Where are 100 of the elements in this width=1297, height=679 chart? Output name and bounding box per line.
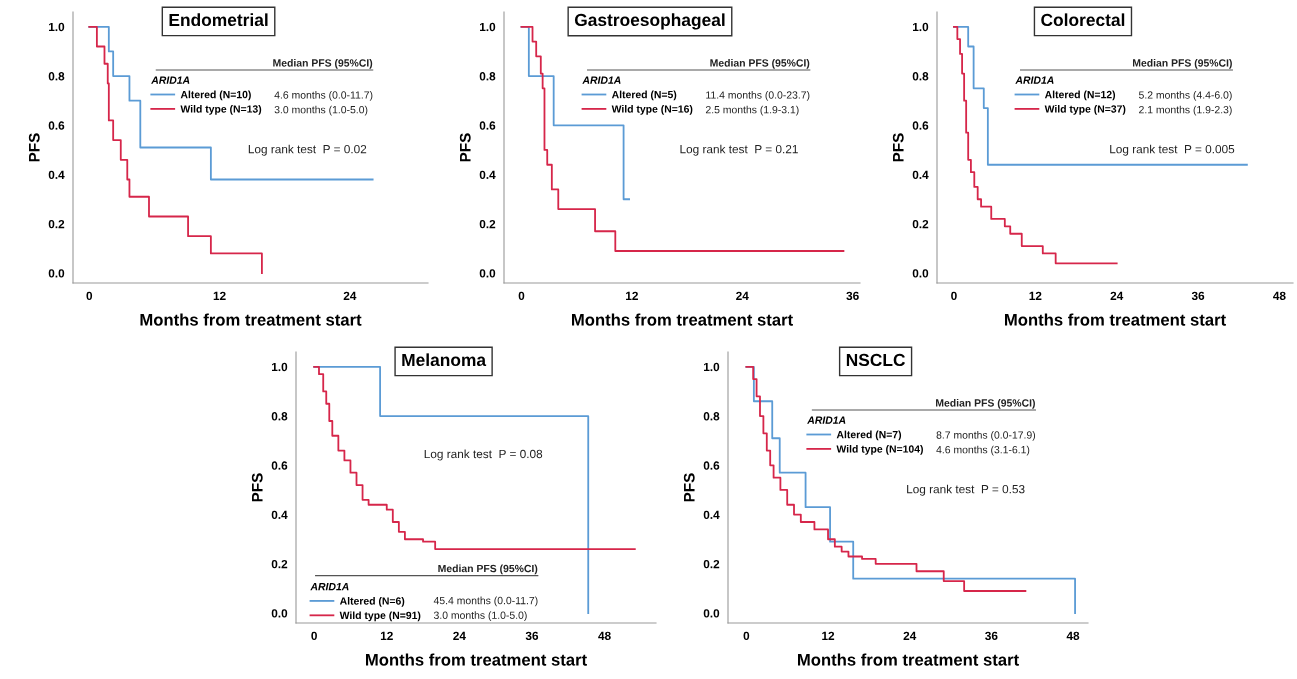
annotation: Log rank test P = 0.08 bbox=[424, 449, 543, 461]
annotation: 4.6 months (0.0-11.7) bbox=[274, 91, 373, 101]
x-tick-label: 24 bbox=[1110, 291, 1124, 300]
x-tick-label: 36 bbox=[846, 291, 859, 301]
x-tick-label: 12 bbox=[1029, 291, 1042, 300]
y-tick-label: 0.6 bbox=[48, 121, 65, 130]
x-tick-label: 12 bbox=[626, 291, 638, 300]
annotation: 5.2 months (4.4-6.0) bbox=[1138, 91, 1232, 101]
legend-label: Wild type (N=13) bbox=[180, 105, 262, 115]
x-axis-title: Months from treatment start bbox=[366, 653, 587, 666]
annotation: Median PFS (95%CI) bbox=[710, 58, 810, 69]
y-tick-label: 1.0 bbox=[913, 22, 929, 32]
x-tick-label: 0 bbox=[86, 291, 93, 300]
x-tick-label: 0 bbox=[518, 291, 525, 300]
y-tick-label: 0.2 bbox=[479, 219, 496, 229]
x-tick-label: 48 bbox=[1273, 291, 1286, 300]
y-tick-label: 0.8 bbox=[48, 72, 65, 81]
legend-label: Wild type (N=91) bbox=[339, 611, 421, 622]
legend-title: ARID1A bbox=[1015, 76, 1054, 84]
legend-label: Altered (N=6) bbox=[339, 597, 405, 607]
annotation: 2.1 months (1.9-2.3) bbox=[1139, 105, 1232, 116]
y-tick-label: 0.4 bbox=[703, 510, 720, 519]
legend-label: Wild type (N=16) bbox=[611, 105, 693, 115]
x-tick-label: 0 bbox=[743, 631, 750, 640]
x-tick-label: 24 bbox=[736, 291, 749, 300]
x-axis-title: Months from treatment start bbox=[572, 313, 793, 326]
chart-title: Colorectal bbox=[1041, 13, 1125, 27]
annotation: 45.4 months (0.0-11.7) bbox=[433, 596, 538, 607]
x-tick-label: 24 bbox=[903, 631, 917, 640]
y-tick-label: 0.2 bbox=[271, 559, 288, 569]
y-tick-label: 0.2 bbox=[48, 219, 65, 229]
annotation: 8.7 months (0.0-17.9) bbox=[936, 431, 1036, 441]
legend-title: ARID1A bbox=[807, 416, 846, 424]
y-tick-label: 1.0 bbox=[704, 362, 720, 372]
annotation: 11.4 months (0.0-23.7) bbox=[706, 91, 810, 101]
y-tick-label: 0.8 bbox=[479, 72, 496, 81]
x-tick-label: 24 bbox=[343, 291, 357, 300]
chart-title: NSCLC bbox=[846, 353, 906, 367]
y-tick-label: 0.0 bbox=[48, 269, 65, 278]
legend-title: ARID1A bbox=[310, 583, 349, 591]
annotation: 3.0 months (1.0-5.0) bbox=[433, 611, 527, 621]
y-axis-title: PFS bbox=[683, 473, 695, 502]
annotation: Median PFS (95%CI) bbox=[936, 398, 1035, 409]
y-tick-label: 1.0 bbox=[272, 362, 288, 372]
y-tick-label: 0.0 bbox=[912, 269, 929, 278]
legend-label: Altered (N=5) bbox=[611, 90, 677, 101]
x-tick-label: 0 bbox=[951, 291, 957, 300]
y-tick-label: 0.0 bbox=[703, 609, 720, 618]
x-tick-label: 12 bbox=[380, 631, 393, 640]
annotation: Log rank test P = 0.21 bbox=[680, 144, 798, 156]
y-tick-label: 0.0 bbox=[271, 609, 288, 618]
y-tick-label: 0.4 bbox=[912, 170, 929, 179]
y-tick-label: 0.8 bbox=[912, 72, 929, 81]
y-axis-title: PFS bbox=[28, 133, 40, 162]
annotation: 4.6 months (3.1-6.1) bbox=[936, 445, 1030, 456]
y-tick-label: 0.6 bbox=[703, 461, 720, 470]
chart-title: Melanoma bbox=[402, 353, 487, 367]
y-tick-label: 0.2 bbox=[703, 559, 720, 569]
y-axis-title: PFS bbox=[892, 133, 904, 162]
y-tick-label: 0.4 bbox=[479, 170, 496, 179]
legend-label: Altered (N=10) bbox=[180, 90, 251, 101]
y-axis-title: PFS bbox=[251, 473, 263, 502]
x-tick-label: 0 bbox=[311, 631, 317, 640]
y-tick-label: 0.0 bbox=[479, 269, 496, 278]
annotation: Median PFS (95%CI) bbox=[1132, 58, 1232, 69]
x-tick-label: 36 bbox=[525, 631, 539, 641]
y-tick-label: 0.8 bbox=[271, 412, 288, 421]
legend-label: Altered (N=7) bbox=[836, 430, 902, 441]
annotation: Log rank test P = 0.53 bbox=[907, 484, 1025, 496]
x-tick-label: 36 bbox=[985, 631, 998, 641]
annotation: 2.5 months (1.9-3.1) bbox=[705, 105, 799, 116]
x-axis-title: Months from treatment start bbox=[798, 653, 1019, 666]
x-axis-title: Months from treatment start bbox=[140, 313, 362, 326]
legend-title: ARID1A bbox=[151, 76, 190, 84]
x-tick-label: 36 bbox=[1191, 291, 1205, 301]
legend-label: Altered (N=12) bbox=[1044, 90, 1116, 101]
x-tick-label: 12 bbox=[822, 631, 835, 640]
y-tick-label: 0.4 bbox=[271, 510, 288, 519]
y-tick-label: 0.6 bbox=[912, 121, 929, 130]
x-tick-label: 24 bbox=[453, 631, 466, 640]
y-axis-title: PFS bbox=[459, 133, 471, 162]
x-tick-label: 48 bbox=[1066, 631, 1080, 640]
y-tick-label: 0.2 bbox=[912, 219, 929, 229]
chart-title: Gastroesophageal bbox=[574, 13, 725, 30]
legend-label: Wild type (N=104) bbox=[836, 445, 923, 455]
x-tick-label: 48 bbox=[598, 631, 611, 640]
annotation: 3.0 months (1.0-5.0) bbox=[274, 105, 368, 116]
chart-title: Endometrial bbox=[169, 13, 268, 27]
y-tick-label: 0.4 bbox=[48, 170, 65, 179]
y-tick-label: 1.0 bbox=[49, 22, 65, 32]
annotation: Median PFS (95%CI) bbox=[273, 58, 373, 69]
x-axis-title: Months from treatment start bbox=[1005, 313, 1226, 326]
y-tick-label: 0.6 bbox=[479, 121, 496, 130]
y-tick-label: 0.8 bbox=[703, 412, 720, 421]
annotation: Log rank test P = 0.005 bbox=[1110, 144, 1235, 156]
annotation: Log rank test P = 0.02 bbox=[248, 144, 367, 156]
annotation: Median PFS (95%CI) bbox=[438, 564, 538, 575]
y-tick-label: 0.6 bbox=[271, 461, 288, 470]
y-tick-label: 1.0 bbox=[480, 22, 496, 32]
x-tick-label: 12 bbox=[213, 291, 226, 300]
